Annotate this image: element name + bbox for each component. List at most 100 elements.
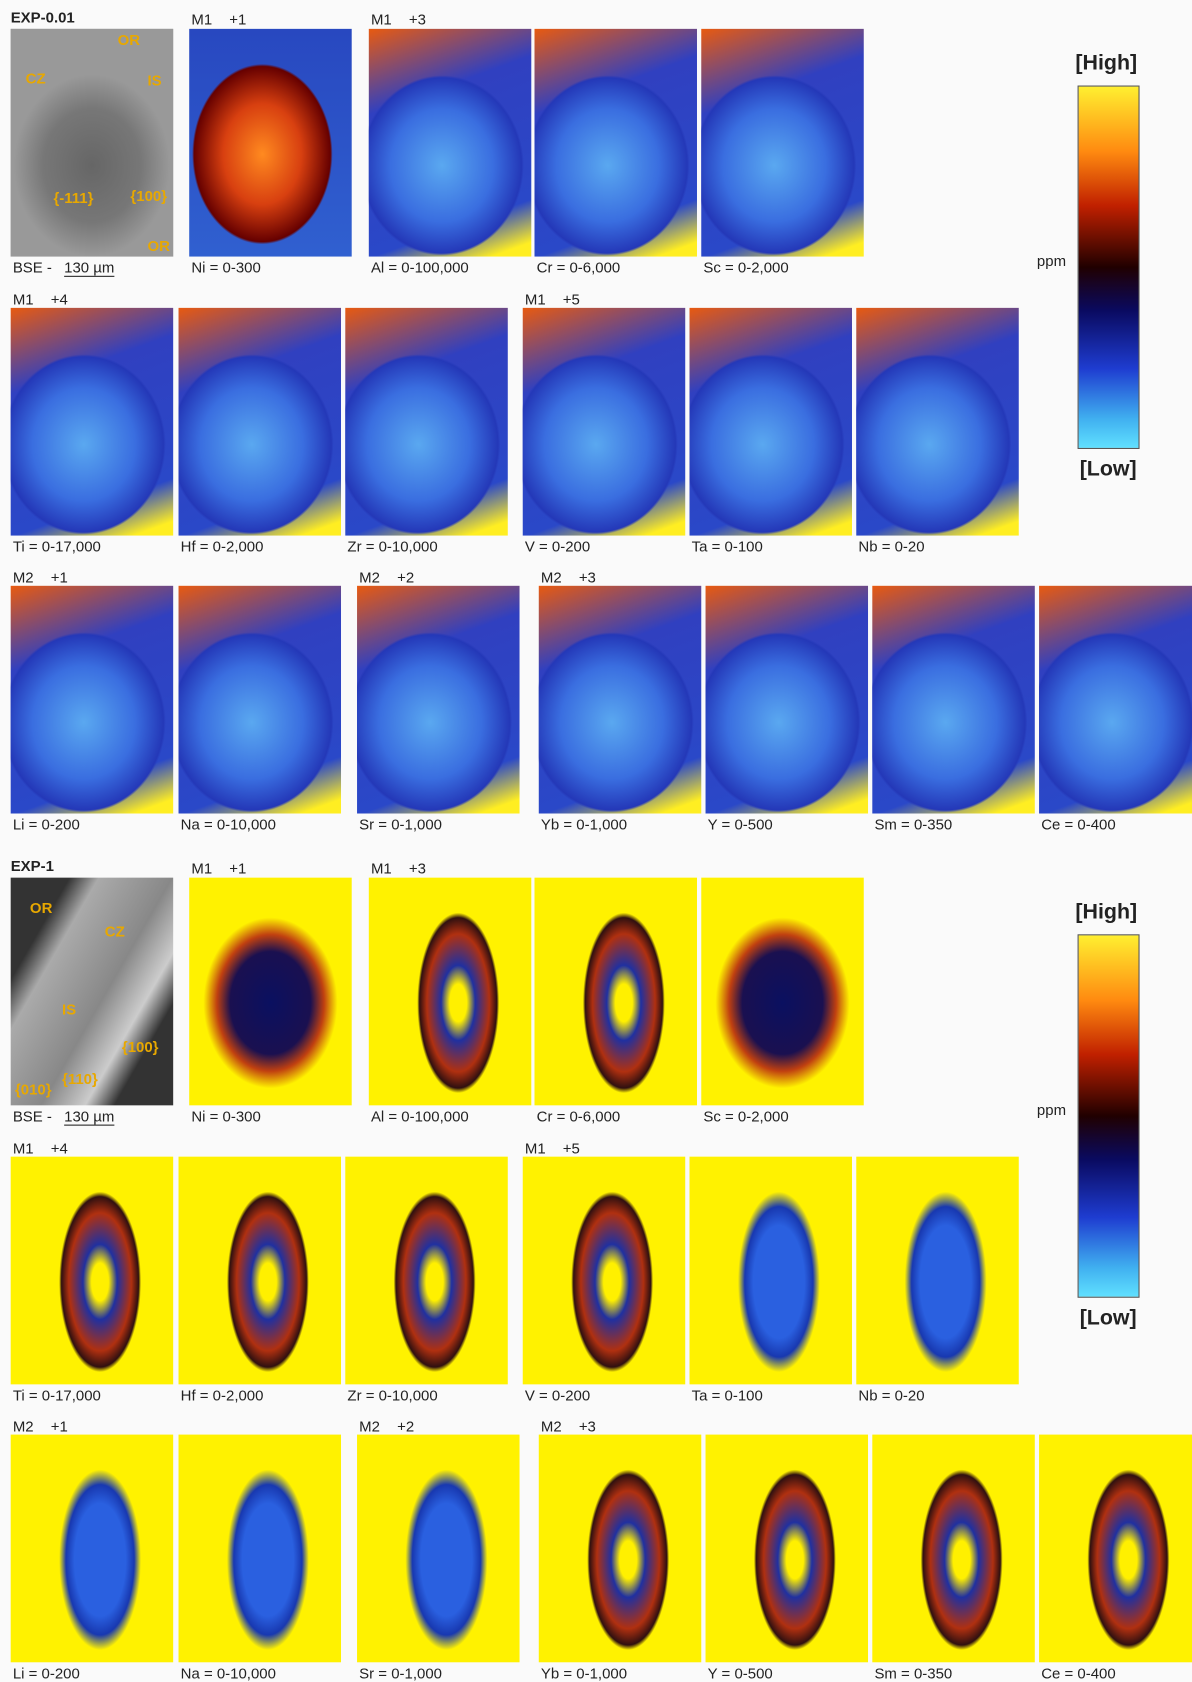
group-label: M1 +4 bbox=[13, 291, 85, 308]
group-label: M1 +3 bbox=[371, 11, 443, 28]
annotation: {100} bbox=[130, 187, 168, 205]
annotation: {110} bbox=[62, 1070, 98, 1088]
annotation: OR bbox=[29, 899, 53, 917]
colorbar-low: [Low] bbox=[1079, 1306, 1137, 1330]
element-map bbox=[178, 585, 342, 814]
element-map bbox=[522, 1156, 686, 1385]
element-map bbox=[856, 1156, 1019, 1385]
annotation: {100} bbox=[121, 1037, 159, 1056]
group-label: M1 +1 bbox=[191, 11, 263, 28]
group-charge: +5 bbox=[562, 290, 580, 308]
group-label: M2 +1 bbox=[13, 1417, 85, 1434]
group-charge: +3 bbox=[408, 10, 426, 28]
element-map bbox=[689, 1156, 852, 1385]
group-label: M2 +1 bbox=[13, 569, 85, 586]
group-label: M2 +2 bbox=[359, 1417, 431, 1434]
map-label: Li = 0-200 bbox=[12, 815, 80, 833]
map-label: Cr = 0-6,000 bbox=[536, 1107, 621, 1125]
map-label: Ce = 0-400 bbox=[1041, 1664, 1116, 1682]
element-map bbox=[345, 307, 508, 536]
map-label: Zr = 0-10,000 bbox=[347, 1386, 438, 1404]
group-charge: +3 bbox=[578, 1417, 596, 1435]
element-map bbox=[872, 585, 1035, 814]
group-label: M1 +1 bbox=[191, 859, 263, 876]
group-charge: +4 bbox=[50, 1139, 68, 1157]
group-label: M1 bbox=[370, 859, 392, 877]
scale-bar: 130 µm bbox=[64, 1107, 115, 1126]
map-label: Yb = 0-1,000 bbox=[540, 815, 628, 833]
map-label: Cr = 0-6,000 bbox=[536, 258, 621, 276]
group-label: M1 +5 bbox=[525, 1140, 597, 1157]
group-charge: +1 bbox=[229, 10, 247, 28]
element-map bbox=[705, 1434, 869, 1663]
map-label: Sm = 0-350 bbox=[874, 815, 953, 833]
element-map bbox=[1039, 1434, 1192, 1663]
group-label: M1 +4 bbox=[13, 1140, 85, 1157]
colorbar-low: [Low] bbox=[1079, 457, 1137, 482]
group-charge: +3 bbox=[408, 859, 426, 877]
colorbar-unit: ppm bbox=[1036, 1101, 1067, 1119]
map-label: Y = 0-500 bbox=[707, 1664, 773, 1682]
map-label: Ce = 0-400 bbox=[1041, 815, 1116, 833]
group-charge: +1 bbox=[229, 859, 247, 877]
map-label: Al = 0-100,000 bbox=[370, 258, 469, 276]
element-map bbox=[357, 585, 520, 814]
map-label: Na = 0-10,000 bbox=[180, 815, 276, 833]
element-map bbox=[10, 1156, 174, 1385]
element-map bbox=[357, 1434, 520, 1663]
map-label: Sr = 0-1,000 bbox=[359, 1664, 442, 1682]
map-label: Y = 0-500 bbox=[707, 815, 773, 833]
group-label: M2 +3 bbox=[541, 569, 613, 586]
annotation: CZ bbox=[104, 922, 125, 940]
group-charge: +5 bbox=[562, 1139, 580, 1157]
bse-label: BSE - bbox=[12, 1107, 52, 1125]
bse-label: BSE - bbox=[12, 258, 52, 276]
annotation: {010} bbox=[14, 1080, 52, 1098]
group-charge: +4 bbox=[50, 290, 68, 308]
map-label: Zr = 0-10,000 bbox=[347, 537, 438, 555]
element-map bbox=[689, 307, 852, 536]
element-map bbox=[534, 877, 697, 1106]
map-label: V = 0-200 bbox=[524, 537, 591, 555]
map-label: Ni = 0-300 bbox=[191, 1107, 261, 1125]
group-label: M2 +3 bbox=[541, 1417, 613, 1434]
bse-image: OR CZ IS {-111} {100} OR bbox=[10, 28, 174, 257]
colorbar-high: [High] bbox=[1075, 51, 1138, 75]
element-map bbox=[856, 307, 1019, 536]
map-label: Sm = 0-350 bbox=[874, 1664, 953, 1682]
group-label: M2 bbox=[359, 568, 380, 586]
annotation: {-111} bbox=[53, 189, 94, 207]
element-map bbox=[1039, 585, 1192, 814]
map-label: Li = 0-200 bbox=[12, 1664, 80, 1682]
map-label: Ta = 0-100 bbox=[691, 1386, 763, 1404]
map-label: Hf = 0-2,000 bbox=[180, 537, 264, 555]
map-label: Nb = 0-20 bbox=[858, 1386, 925, 1404]
colorbar bbox=[1077, 85, 1140, 449]
map-label: Yb = 0-1,000 bbox=[540, 1664, 628, 1682]
group-label: M1 +5 bbox=[525, 291, 597, 308]
scale-bar: 130 µm bbox=[64, 258, 115, 277]
map-label: Na = 0-10,000 bbox=[180, 1664, 276, 1682]
group-label: M2 bbox=[12, 1417, 34, 1435]
group-label: M1 bbox=[524, 290, 546, 308]
annotation: IS bbox=[62, 1000, 77, 1018]
map-label: Ti = 0-17,000 bbox=[12, 537, 101, 555]
element-map bbox=[178, 1156, 342, 1385]
map-label: Sc = 0-2,000 bbox=[703, 258, 789, 276]
annotation: CZ bbox=[25, 69, 46, 87]
element-map bbox=[522, 307, 686, 536]
element-map bbox=[345, 1156, 508, 1385]
element-map bbox=[538, 585, 702, 814]
group-label: M1 bbox=[191, 859, 213, 877]
group-label: M2 bbox=[359, 1417, 380, 1435]
annotation: OR bbox=[117, 31, 141, 49]
element-map bbox=[701, 28, 864, 257]
group-charge: +1 bbox=[50, 1417, 68, 1435]
map-label: Hf = 0-2,000 bbox=[180, 1386, 264, 1404]
group-label: M2 bbox=[540, 568, 562, 586]
group-label: M1 bbox=[12, 1139, 34, 1157]
element-map bbox=[368, 28, 532, 257]
